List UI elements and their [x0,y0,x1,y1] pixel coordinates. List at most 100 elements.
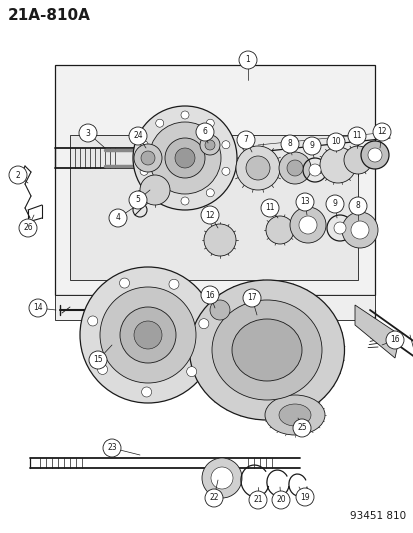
Circle shape [155,189,163,197]
Circle shape [292,419,310,437]
Circle shape [271,491,289,509]
Circle shape [129,191,147,209]
Text: 11: 11 [265,204,274,213]
Text: 21A-810A: 21A-810A [8,8,91,23]
Text: 5: 5 [135,196,140,205]
Text: 22: 22 [209,494,218,503]
Circle shape [140,141,148,149]
Text: 14: 14 [33,303,43,312]
Circle shape [204,224,235,256]
Text: 12: 12 [205,211,214,220]
Circle shape [266,216,293,244]
Circle shape [89,351,107,369]
Circle shape [238,51,256,69]
Polygon shape [55,65,374,295]
Circle shape [149,122,221,194]
Circle shape [209,300,230,320]
Circle shape [97,365,107,375]
Circle shape [298,216,316,234]
Circle shape [221,167,229,175]
Text: 21: 21 [253,496,262,505]
Text: 11: 11 [351,132,361,141]
Circle shape [360,141,388,169]
Ellipse shape [278,404,310,426]
Text: 15: 15 [93,356,102,365]
Circle shape [9,166,27,184]
Circle shape [206,119,214,127]
Text: 16: 16 [205,290,214,300]
Circle shape [248,491,266,509]
Circle shape [235,146,279,190]
Circle shape [133,106,236,210]
Circle shape [245,156,269,180]
Circle shape [341,212,377,248]
Text: 13: 13 [299,198,309,206]
Text: 19: 19 [299,492,309,502]
Circle shape [129,127,147,145]
Circle shape [302,137,320,155]
Circle shape [372,123,390,141]
Circle shape [295,193,313,211]
Polygon shape [55,295,374,320]
Ellipse shape [231,319,301,381]
Circle shape [180,197,189,205]
Circle shape [286,160,302,176]
Text: 12: 12 [376,127,386,136]
Circle shape [242,289,260,307]
Text: 25: 25 [297,424,306,432]
Circle shape [140,175,170,205]
Circle shape [326,133,344,151]
Text: 7: 7 [243,135,248,144]
Circle shape [204,489,223,507]
Circle shape [165,138,204,178]
Text: 1: 1 [245,55,250,64]
Circle shape [141,151,154,165]
Ellipse shape [211,300,321,400]
Circle shape [280,135,298,153]
Text: 16: 16 [389,335,399,344]
Circle shape [308,164,320,176]
Text: 24: 24 [133,132,142,141]
Text: 8: 8 [355,201,359,211]
Circle shape [347,127,365,145]
Text: 2: 2 [16,171,20,180]
Circle shape [88,316,97,326]
Circle shape [206,189,214,197]
Circle shape [319,147,355,183]
Circle shape [19,219,37,237]
Circle shape [211,467,233,489]
Circle shape [204,140,214,150]
Text: 23: 23 [107,443,116,453]
Circle shape [343,146,371,174]
Text: 4: 4 [115,214,120,222]
Text: 6: 6 [202,127,207,136]
Circle shape [120,307,176,363]
Text: 3: 3 [85,128,90,138]
Circle shape [180,111,189,119]
Circle shape [278,152,310,184]
Circle shape [202,458,242,498]
Circle shape [333,222,345,234]
Text: 93451 810: 93451 810 [349,511,405,521]
Circle shape [348,197,366,215]
Circle shape [289,207,325,243]
Circle shape [140,167,148,175]
Circle shape [155,119,163,127]
Circle shape [236,131,254,149]
Circle shape [109,209,127,227]
Polygon shape [354,305,399,358]
Circle shape [199,135,219,155]
Circle shape [134,144,161,172]
Text: 17: 17 [247,294,256,303]
Polygon shape [70,135,357,280]
Circle shape [198,319,209,329]
Circle shape [295,488,313,506]
Circle shape [201,206,218,224]
Text: 20: 20 [275,496,285,505]
Circle shape [169,279,178,289]
Circle shape [201,286,218,304]
Text: 10: 10 [330,138,340,147]
Circle shape [195,123,214,141]
Circle shape [350,221,368,239]
Ellipse shape [189,280,344,420]
